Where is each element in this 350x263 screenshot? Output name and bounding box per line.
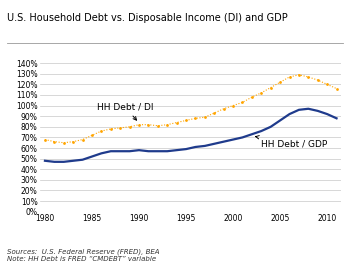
Text: HH Debt / DI: HH Debt / DI [97,102,153,120]
Text: Sources:  U.S. Federal Reserve (FRED), BEA
Note: HH Debt is FRED “CMDEBT” variab: Sources: U.S. Federal Reserve (FRED), BE… [7,248,160,262]
Text: HH Debt / GDP: HH Debt / GDP [256,136,328,149]
Text: U.S. Household Debt vs. Disposable Income (DI) and GDP: U.S. Household Debt vs. Disposable Incom… [7,13,288,23]
